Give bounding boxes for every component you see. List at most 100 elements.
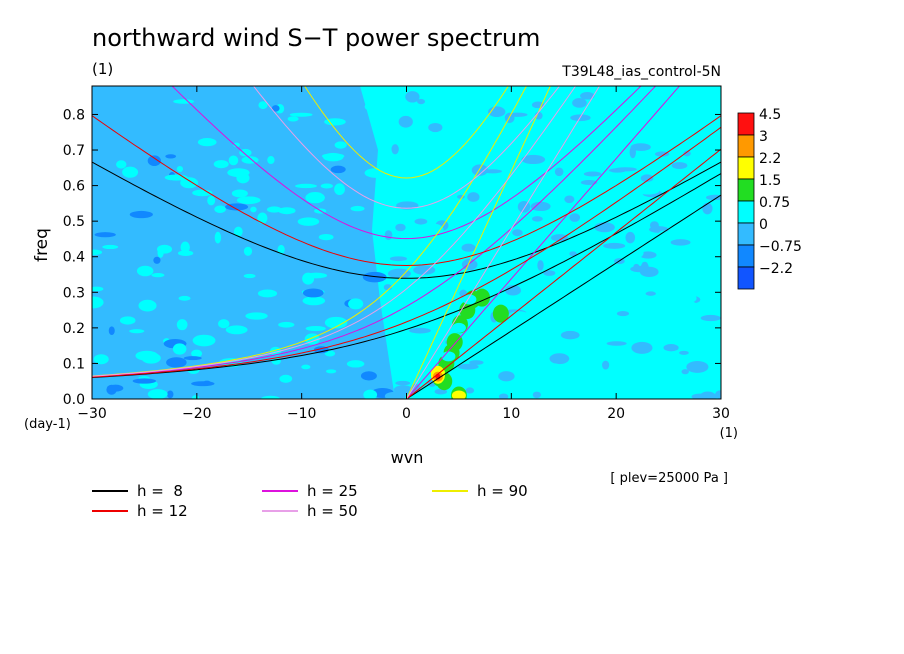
noise-patch bbox=[670, 239, 691, 246]
region-level-0 bbox=[360, 86, 721, 399]
noise-patch bbox=[627, 247, 644, 259]
noise-patch bbox=[461, 243, 476, 252]
noise-patch bbox=[172, 343, 187, 355]
colorbar-swatch bbox=[737, 156, 755, 180]
band-patch bbox=[492, 304, 509, 323]
noise-patch bbox=[498, 393, 509, 399]
noise-patch bbox=[207, 195, 216, 206]
x-tick-label: 10 bbox=[502, 406, 520, 422]
noise-patch bbox=[469, 360, 484, 365]
noise-patch bbox=[225, 325, 248, 335]
noise-patch bbox=[302, 272, 315, 285]
noise-patch bbox=[402, 371, 419, 379]
noise-patch bbox=[129, 210, 153, 219]
colorbar-label: 0 bbox=[759, 217, 768, 233]
colorbar-label: −0.75 bbox=[759, 239, 802, 255]
y-axis-ticks: 0.0 0.1 0.2 0.3 0.4 0.5 0.6 0.7 0.8 bbox=[63, 107, 721, 408]
noise-patch bbox=[520, 288, 540, 295]
noise-patch bbox=[173, 99, 195, 104]
dispersion-curve bbox=[92, 86, 577, 377]
noise-patch bbox=[93, 354, 109, 365]
noise-patch bbox=[543, 270, 556, 276]
noise-patch bbox=[630, 143, 651, 151]
noise-patch bbox=[180, 241, 190, 253]
x-tick-label: 0 bbox=[402, 406, 411, 422]
noise-patch bbox=[384, 230, 393, 241]
x-axis-label: wvn bbox=[391, 448, 424, 467]
noise-patch bbox=[92, 286, 104, 292]
noise-patch bbox=[498, 371, 515, 382]
noise-patch bbox=[267, 156, 275, 165]
noise-patch bbox=[191, 381, 215, 387]
noise-patch bbox=[250, 206, 257, 213]
noise-patch bbox=[532, 391, 541, 399]
noise-patch bbox=[236, 196, 261, 205]
noise-patch bbox=[233, 142, 240, 148]
noise-patch bbox=[325, 369, 337, 374]
x-tick-label: −10 bbox=[287, 406, 317, 422]
noise-patch bbox=[305, 326, 326, 332]
noise-patch bbox=[301, 364, 311, 370]
noise-patch bbox=[278, 207, 296, 215]
noise-patch bbox=[107, 384, 124, 392]
noise-patch bbox=[364, 102, 379, 111]
noise-patch bbox=[243, 273, 256, 279]
noise-patch bbox=[102, 244, 119, 250]
y-tick-label: 0.1 bbox=[63, 356, 85, 372]
feature-point bbox=[451, 390, 466, 399]
noise-patch bbox=[180, 177, 199, 189]
noise-patch bbox=[192, 334, 216, 347]
noise-patch bbox=[261, 395, 281, 399]
noise-patch bbox=[452, 158, 474, 171]
noise-patch bbox=[156, 244, 173, 254]
noise-patch bbox=[228, 155, 239, 166]
plev-annotation: [ plev=25000 Pa ] bbox=[610, 471, 728, 486]
noise-patch bbox=[289, 112, 313, 117]
noise-patch bbox=[192, 189, 213, 197]
noise-patch bbox=[320, 183, 333, 189]
chart-subtitle-right: T39L48_ias_control-5N bbox=[561, 64, 721, 80]
noise-patch bbox=[467, 192, 480, 202]
dispersion-curve bbox=[406, 86, 681, 399]
noise-patch bbox=[202, 380, 212, 386]
noise-patch bbox=[191, 349, 203, 358]
dispersion-curve bbox=[92, 161, 721, 279]
y-tick-label: 0.5 bbox=[63, 214, 85, 230]
noise-patch bbox=[505, 330, 519, 341]
noise-patch bbox=[302, 296, 326, 306]
noise-patch bbox=[176, 166, 184, 173]
noise-patch bbox=[554, 167, 564, 177]
noise-patch bbox=[606, 341, 627, 346]
noise-patch bbox=[702, 202, 713, 215]
noise-patch bbox=[305, 192, 325, 204]
noise-patch bbox=[277, 244, 285, 255]
noise-patch bbox=[564, 195, 575, 204]
noise-patch bbox=[350, 205, 365, 212]
noise-patch bbox=[583, 171, 602, 177]
noise-patch bbox=[572, 98, 587, 108]
noise-patch bbox=[176, 319, 188, 331]
noise-patch bbox=[243, 246, 253, 256]
noise-patch bbox=[700, 314, 721, 322]
noise-patch bbox=[346, 360, 365, 368]
noise-patch bbox=[295, 183, 317, 189]
dispersion-curve bbox=[252, 86, 561, 209]
noise-patch bbox=[245, 312, 268, 320]
noise-patch bbox=[218, 319, 230, 329]
noise-patch bbox=[609, 168, 626, 173]
noise-patch bbox=[705, 194, 721, 201]
noise-patch bbox=[302, 288, 324, 298]
y-tick-label: 0.3 bbox=[63, 285, 85, 301]
noise-patch bbox=[623, 240, 638, 249]
y-axis-label: freq bbox=[32, 228, 52, 262]
noise-patch bbox=[233, 226, 243, 237]
noise-patch bbox=[214, 205, 226, 213]
noise-patch bbox=[465, 387, 475, 394]
noise-patch bbox=[108, 326, 115, 336]
noise-patch bbox=[518, 357, 534, 370]
noise-patch bbox=[680, 293, 697, 304]
noise-patch bbox=[691, 393, 708, 399]
noise-patch bbox=[586, 163, 606, 168]
colorbar-label: 1.5 bbox=[759, 173, 781, 189]
noise-patch bbox=[414, 218, 428, 225]
